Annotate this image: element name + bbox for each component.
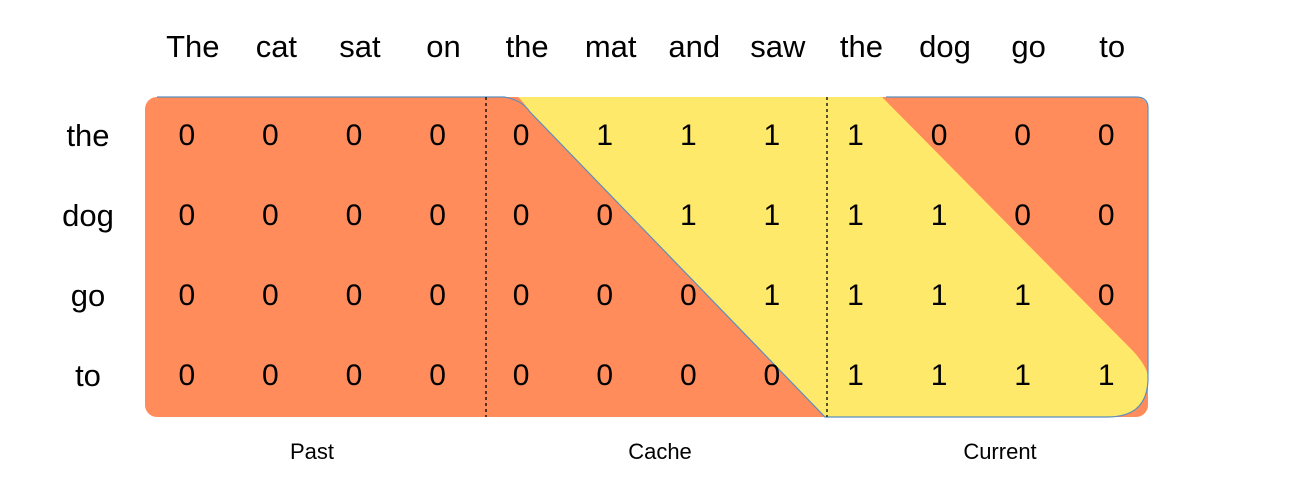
mask-cell-value: 0 <box>178 119 196 152</box>
column-token-header: saw <box>750 29 806 64</box>
mask-cell-value: 0 <box>262 119 279 152</box>
column-token-header: the <box>505 29 549 64</box>
mask-cell-value: 0 <box>345 359 363 392</box>
mask-cell-value: 1 <box>847 359 864 392</box>
mask-cell-value: 0 <box>429 279 446 312</box>
mask-cell-value: 1 <box>1014 279 1031 312</box>
mask-cell-value: 0 <box>763 359 781 392</box>
mask-cell-value: 0 <box>262 279 279 312</box>
mask-cell-value: 1 <box>930 279 948 312</box>
mask-cell-value: 0 <box>178 199 196 232</box>
column-token-header: mat <box>584 29 637 64</box>
mask-cell-value: 0 <box>429 119 446 152</box>
mask-cell-value: 1 <box>847 119 864 152</box>
mask-cell-value: 1 <box>679 199 697 232</box>
mask-cell-value: 0 <box>596 199 614 232</box>
mask-cell-value: 0 <box>1097 199 1115 232</box>
mask-cell-value: 0 <box>1097 119 1115 152</box>
mask-cell-value: 0 <box>1014 119 1031 152</box>
mask-cell-value: 0 <box>262 199 279 232</box>
mask-cell-value: 1 <box>1097 359 1115 392</box>
mask-cell-value: 1 <box>930 199 948 232</box>
mask-cell-value: 0 <box>345 119 363 152</box>
section-label: Past <box>289 439 335 464</box>
column-token-header: and <box>668 29 721 64</box>
column-token-header: go <box>1011 29 1046 64</box>
attended-region <box>518 97 1148 417</box>
column-token-header: on <box>426 29 461 64</box>
mask-cell-value: 0 <box>1014 199 1031 232</box>
section-label: Current <box>963 439 1037 464</box>
column-token-header: to <box>1099 29 1126 64</box>
mask-cell-value: 0 <box>1097 279 1115 312</box>
mask-cell-value: 1 <box>930 359 948 392</box>
mask-cell-value: 0 <box>930 119 948 152</box>
mask-cell-value: 1 <box>596 119 614 152</box>
column-token-header: The <box>166 29 220 64</box>
row-token-label: to <box>75 358 101 393</box>
mask-outline <box>157 96 1149 418</box>
mask-cell-value: 1 <box>763 119 781 152</box>
column-token-header: sat <box>339 29 381 64</box>
mask-cell-value: 0 <box>262 359 279 392</box>
mask-cell-value: 1 <box>847 199 864 232</box>
row-token-label: the <box>66 118 110 153</box>
section-label: Cache <box>628 439 692 464</box>
mask-cell-value: 1 <box>679 119 697 152</box>
mask-cell-value: 0 <box>345 199 363 232</box>
mask-cell-value: 1 <box>763 199 781 232</box>
mask-cell-value: 0 <box>679 279 697 312</box>
mask-cell-value: 1 <box>1014 359 1031 392</box>
mask-cell-value: 1 <box>763 279 781 312</box>
mask-cell-value: 0 <box>596 359 614 392</box>
row-token-label: go <box>70 278 106 313</box>
row-token-label: dog <box>62 198 114 233</box>
column-token-header: the <box>839 29 883 64</box>
mask-cell-value: 0 <box>429 359 446 392</box>
mask-cell-value: 0 <box>178 359 196 392</box>
column-token-header: cat <box>255 29 298 64</box>
mask-cell-value: 0 <box>512 119 530 152</box>
mask-cell-value: 0 <box>178 279 196 312</box>
mask-cell-value: 0 <box>512 199 530 232</box>
mask-cell-value: 1 <box>847 279 864 312</box>
mask-cell-value: 0 <box>429 199 446 232</box>
mask-cell-value: 0 <box>679 359 697 392</box>
mask-cell-value: 0 <box>512 359 530 392</box>
mask-cell-value: 0 <box>596 279 614 312</box>
column-token-header: dog <box>919 29 971 64</box>
mask-cell-value: 0 <box>345 279 363 312</box>
mask-cell-value: 0 <box>512 279 530 312</box>
